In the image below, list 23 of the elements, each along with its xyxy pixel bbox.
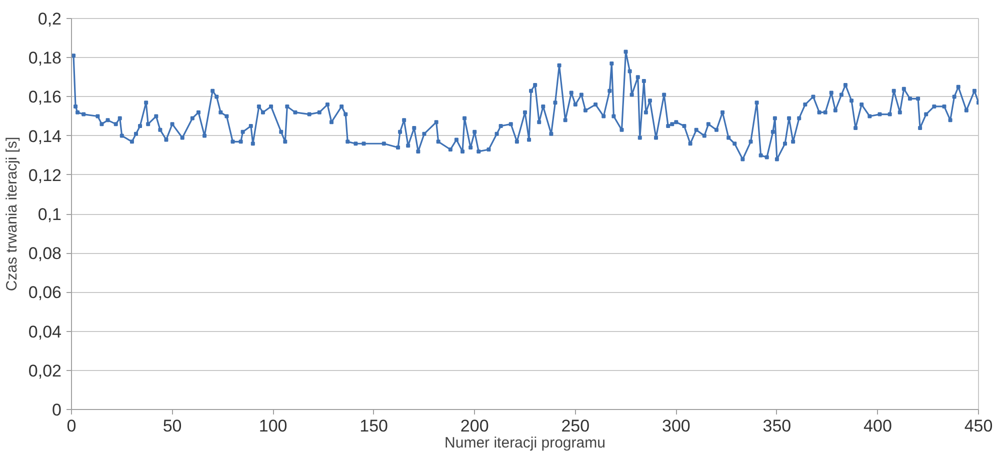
y-tick-label: 0,18 <box>28 48 62 68</box>
y-axis-title: Czas trwania iteracji [s] <box>3 136 20 292</box>
y-tick-label: 0,06 <box>28 283 62 302</box>
x-tick-label: 0 <box>66 416 76 436</box>
x-tick-label: 250 <box>561 416 590 436</box>
x-tick-label: 400 <box>864 416 892 436</box>
x-tick-label: 350 <box>762 416 792 436</box>
y-tick-label: 0,08 <box>28 244 62 264</box>
y-tick-label: 0,2 <box>38 10 62 28</box>
y-tick-label: 0,02 <box>28 361 62 380</box>
y-tick-label: 0,12 <box>28 166 62 185</box>
x-tick-label: 100 <box>258 416 288 436</box>
x-tick-label: 300 <box>662 416 690 436</box>
y-tick-label: 0,16 <box>28 88 62 107</box>
y-tick-label: 0,04 <box>28 322 62 342</box>
x-tick-label: 450 <box>964 416 993 436</box>
x-tick-label: 150 <box>360 416 388 436</box>
y-tick-label: 0,1 <box>38 205 62 224</box>
y-tick-label: 0 <box>52 400 62 420</box>
x-tick-label: 200 <box>460 416 489 436</box>
x-axis-title: Numer iteracji programu <box>444 434 606 452</box>
y-tick-label: 0,14 <box>28 126 62 146</box>
x-tick-label: 50 <box>162 416 182 436</box>
